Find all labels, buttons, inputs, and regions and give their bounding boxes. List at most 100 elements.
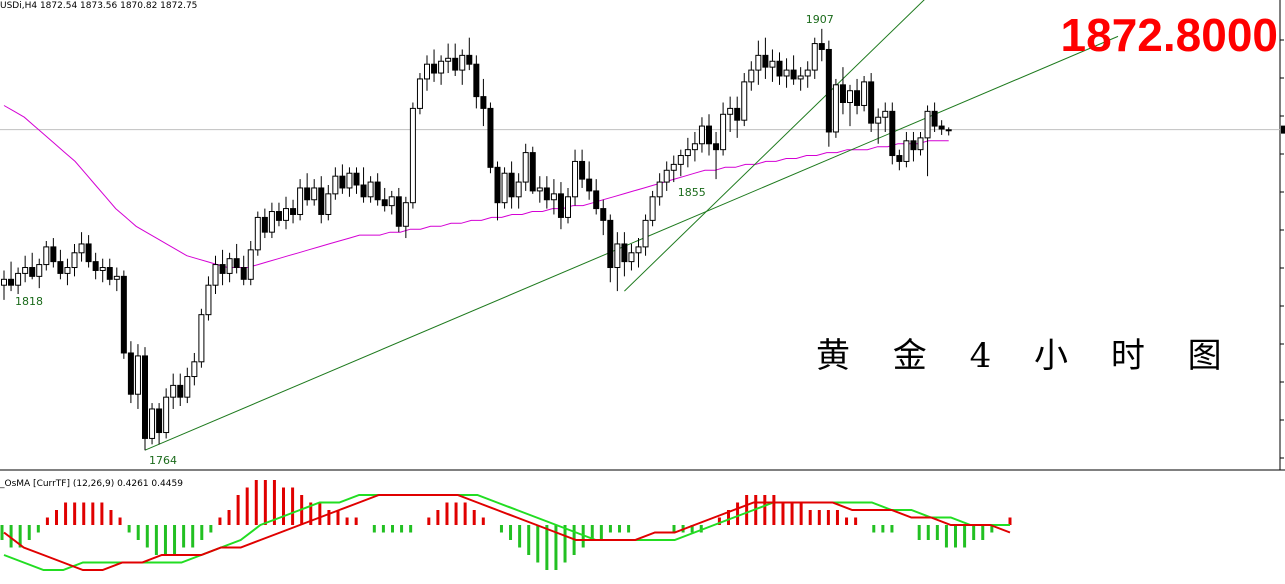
candle <box>769 60 776 68</box>
price-marker <box>1281 125 1285 134</box>
candle <box>459 54 466 71</box>
candle <box>170 384 177 398</box>
candle <box>71 252 78 269</box>
candle <box>896 155 903 162</box>
osma-signal-line <box>3 494 1010 571</box>
candle <box>572 160 579 198</box>
candle <box>889 110 896 157</box>
candle <box>536 187 543 192</box>
candle <box>212 264 219 286</box>
swing-label-1818: 1818 <box>15 295 43 308</box>
candle <box>332 175 339 195</box>
candle <box>57 261 64 274</box>
symbol-header: USDi,H4 1872.54 1873.56 1870.82 1872.75 <box>0 1 198 11</box>
candle <box>557 193 564 218</box>
osma-header: _OsMA [CurrTF] (12,26,9) 0.4261 0.4459 <box>0 479 183 489</box>
candle <box>804 69 811 77</box>
price-pane: 1907 1764 1818 1855 <box>0 0 1285 471</box>
candle <box>29 267 36 277</box>
candle <box>783 69 790 77</box>
candle <box>381 199 388 207</box>
candle <box>156 408 163 434</box>
candle <box>367 181 374 198</box>
candle <box>487 107 494 168</box>
candle <box>741 81 748 121</box>
moving-average-line <box>3 105 949 268</box>
candle <box>43 246 50 266</box>
candle <box>924 110 931 139</box>
candle <box>452 57 459 71</box>
candle <box>106 267 113 280</box>
candle <box>1 278 7 286</box>
candle <box>713 143 720 151</box>
candle <box>409 107 416 204</box>
candle <box>275 211 282 221</box>
candle <box>501 172 508 204</box>
candle <box>127 352 134 395</box>
swing-label-1764: 1764 <box>149 454 177 467</box>
candle <box>755 54 762 71</box>
candle <box>142 355 148 439</box>
candle <box>565 196 571 218</box>
current-price-label: 1872.8000 <box>1060 9 1278 61</box>
candle <box>797 75 804 80</box>
candle <box>586 178 593 192</box>
candle <box>424 63 430 80</box>
candle <box>649 196 656 221</box>
candle <box>607 219 614 269</box>
candle <box>50 246 57 263</box>
candle <box>832 84 839 133</box>
candle <box>593 190 600 210</box>
candle <box>339 175 346 189</box>
candle <box>205 284 212 316</box>
trendline <box>144 35 1119 451</box>
candle <box>522 152 529 183</box>
candle <box>15 272 22 286</box>
candle <box>219 264 226 274</box>
candle <box>670 163 677 171</box>
candle <box>191 361 198 378</box>
candle <box>8 278 15 286</box>
candle <box>621 243 628 263</box>
candle <box>325 193 332 215</box>
candle <box>776 60 783 77</box>
candle <box>177 384 184 398</box>
candle <box>247 249 254 280</box>
candle <box>811 43 818 71</box>
candle <box>64 267 71 274</box>
candle <box>663 169 670 183</box>
candle <box>353 172 360 186</box>
candle <box>198 314 205 363</box>
candle <box>226 258 233 274</box>
candle <box>92 261 99 271</box>
candle <box>868 81 875 124</box>
candle <box>515 181 522 198</box>
candle <box>656 181 663 198</box>
candle <box>36 264 43 277</box>
swing-label-1855: 1855 <box>678 186 706 199</box>
candle <box>113 275 120 280</box>
candle <box>233 258 240 269</box>
candle <box>494 166 501 204</box>
candle <box>283 208 289 221</box>
candle <box>297 187 304 215</box>
candle <box>677 155 684 165</box>
candle <box>550 193 557 201</box>
candle <box>945 129 952 132</box>
candle <box>938 125 945 130</box>
candle <box>635 246 642 254</box>
candle <box>748 69 755 83</box>
chart-title: 黄 金 4 小 时 图 <box>816 336 1238 376</box>
candle <box>628 252 635 263</box>
candle <box>480 96 487 109</box>
candle <box>684 149 691 157</box>
candle <box>416 78 423 109</box>
candle <box>882 110 889 118</box>
candle <box>85 243 92 263</box>
candle <box>22 267 29 274</box>
candle <box>438 60 445 74</box>
candle <box>374 181 381 201</box>
candle <box>395 196 402 227</box>
candle <box>600 208 607 221</box>
